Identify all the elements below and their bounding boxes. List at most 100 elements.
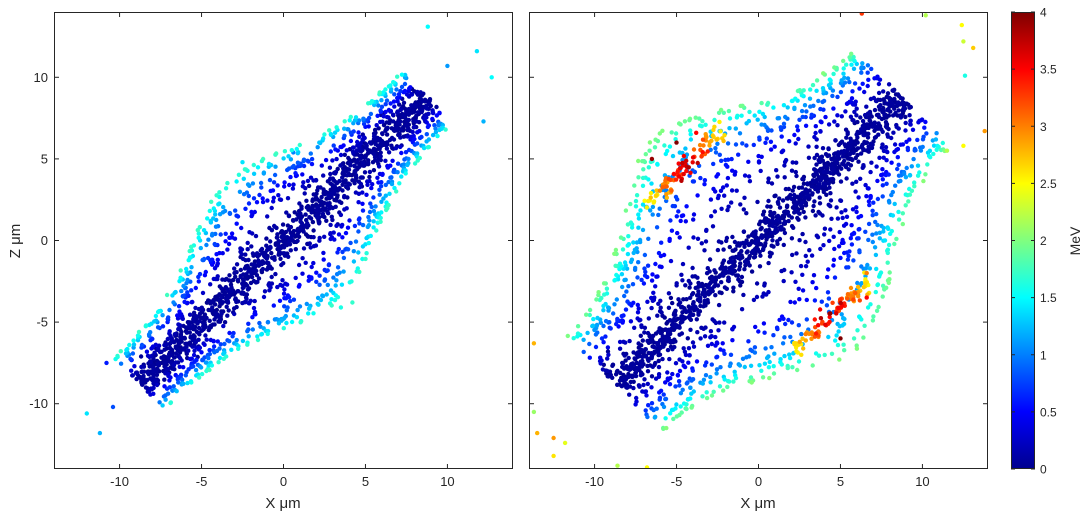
scatter-point xyxy=(320,293,326,299)
scatter-point xyxy=(200,357,206,362)
scatter-point xyxy=(300,256,305,261)
scatter-point xyxy=(221,204,226,210)
scatter-point xyxy=(876,121,881,126)
scatter-point xyxy=(605,305,611,310)
scatter-point xyxy=(781,124,787,130)
scatter-point xyxy=(800,272,805,277)
scatter-point xyxy=(851,258,856,263)
scatter-point xyxy=(886,113,892,118)
scatter-point xyxy=(325,202,330,208)
scatter-point xyxy=(210,231,215,237)
scatter-point xyxy=(364,192,369,197)
scatter-point xyxy=(698,336,703,341)
scatter-point xyxy=(350,145,356,150)
scatter-point xyxy=(870,142,875,147)
scatter-point xyxy=(622,260,628,265)
scatter-point xyxy=(341,166,346,171)
scatter-point xyxy=(731,285,736,290)
scatter-point xyxy=(842,158,847,164)
scatter-point xyxy=(694,317,699,322)
scatter-point xyxy=(851,297,856,302)
scatter-point xyxy=(321,136,326,141)
scatter-point xyxy=(167,329,172,334)
scatter-point xyxy=(880,294,885,299)
scatter-point xyxy=(643,152,648,157)
scatter-point xyxy=(371,168,377,173)
scatter-point xyxy=(287,238,292,244)
scatter-point xyxy=(336,232,342,237)
x-tick-label: -5 xyxy=(196,474,208,489)
scatter-point xyxy=(118,361,124,366)
colorbar-tick-label: 0 xyxy=(1040,463,1047,477)
scatter-point xyxy=(826,146,831,152)
scatter-point xyxy=(261,294,267,300)
scatter-point xyxy=(433,126,438,131)
scatter-point xyxy=(786,317,791,323)
scatter-point xyxy=(381,196,386,201)
scatter-point xyxy=(383,182,388,188)
scatter-point xyxy=(724,286,729,291)
scatter-point xyxy=(912,180,917,185)
scatter-point xyxy=(665,148,670,154)
scatter-point xyxy=(724,235,730,241)
scatter-point xyxy=(793,341,798,346)
scatter-point xyxy=(862,132,867,138)
scatter-point xyxy=(747,242,752,247)
scatter-point xyxy=(394,87,399,92)
scatter-point xyxy=(660,334,665,339)
scatter-point xyxy=(245,182,251,187)
scatter-point xyxy=(389,143,394,148)
scatter-point xyxy=(816,98,821,104)
scatter-point xyxy=(260,199,266,205)
scatter-point xyxy=(611,311,616,316)
scatter-point xyxy=(157,400,162,405)
scatter-point xyxy=(356,250,361,255)
scatter-point xyxy=(781,242,786,248)
scatter-point xyxy=(857,86,862,91)
scatter-point xyxy=(642,273,648,278)
scatter-point xyxy=(864,270,869,276)
scatter-point xyxy=(597,358,603,364)
scatter-point xyxy=(876,90,882,96)
scatter-point xyxy=(680,304,685,310)
scatter-point xyxy=(791,225,796,230)
scatter-point xyxy=(435,133,440,139)
scatter-point xyxy=(167,378,172,383)
scatter-point xyxy=(801,346,806,351)
scatter-point xyxy=(200,327,205,333)
scatter-point xyxy=(828,191,833,196)
scatter-point xyxy=(886,82,892,87)
scatter-point xyxy=(374,228,379,233)
scatter-point xyxy=(322,278,327,283)
scatter-point xyxy=(150,344,156,349)
scatter-point xyxy=(200,257,205,263)
scatter-point xyxy=(824,303,830,308)
scatter-point xyxy=(278,256,283,261)
scatter-point xyxy=(383,87,388,92)
scatter-point xyxy=(640,354,645,360)
scatter-point xyxy=(832,152,837,157)
scatter-point xyxy=(759,235,765,240)
scatter-point xyxy=(826,122,832,127)
scatter-point xyxy=(961,39,966,44)
scatter-point xyxy=(881,225,886,231)
scatter-point xyxy=(605,356,610,361)
scatter-point xyxy=(627,338,632,344)
scatter-point xyxy=(310,219,316,225)
scatter-point xyxy=(903,114,908,120)
scatter-point xyxy=(175,313,180,318)
scatter-point xyxy=(391,99,397,104)
scatter-point xyxy=(676,297,681,302)
scatter-point xyxy=(373,204,378,209)
scatter-point xyxy=(341,169,346,174)
scatter-point xyxy=(831,234,836,239)
scatter-point xyxy=(718,365,723,370)
scatter-point xyxy=(746,159,751,164)
scatter-point xyxy=(314,279,319,284)
scatter-point xyxy=(869,160,874,165)
scatter-point xyxy=(246,269,251,274)
scatter-point xyxy=(660,356,665,362)
scatter-point xyxy=(850,89,855,94)
scatter-point xyxy=(596,290,601,295)
y-tick-label: 10 xyxy=(34,70,48,85)
